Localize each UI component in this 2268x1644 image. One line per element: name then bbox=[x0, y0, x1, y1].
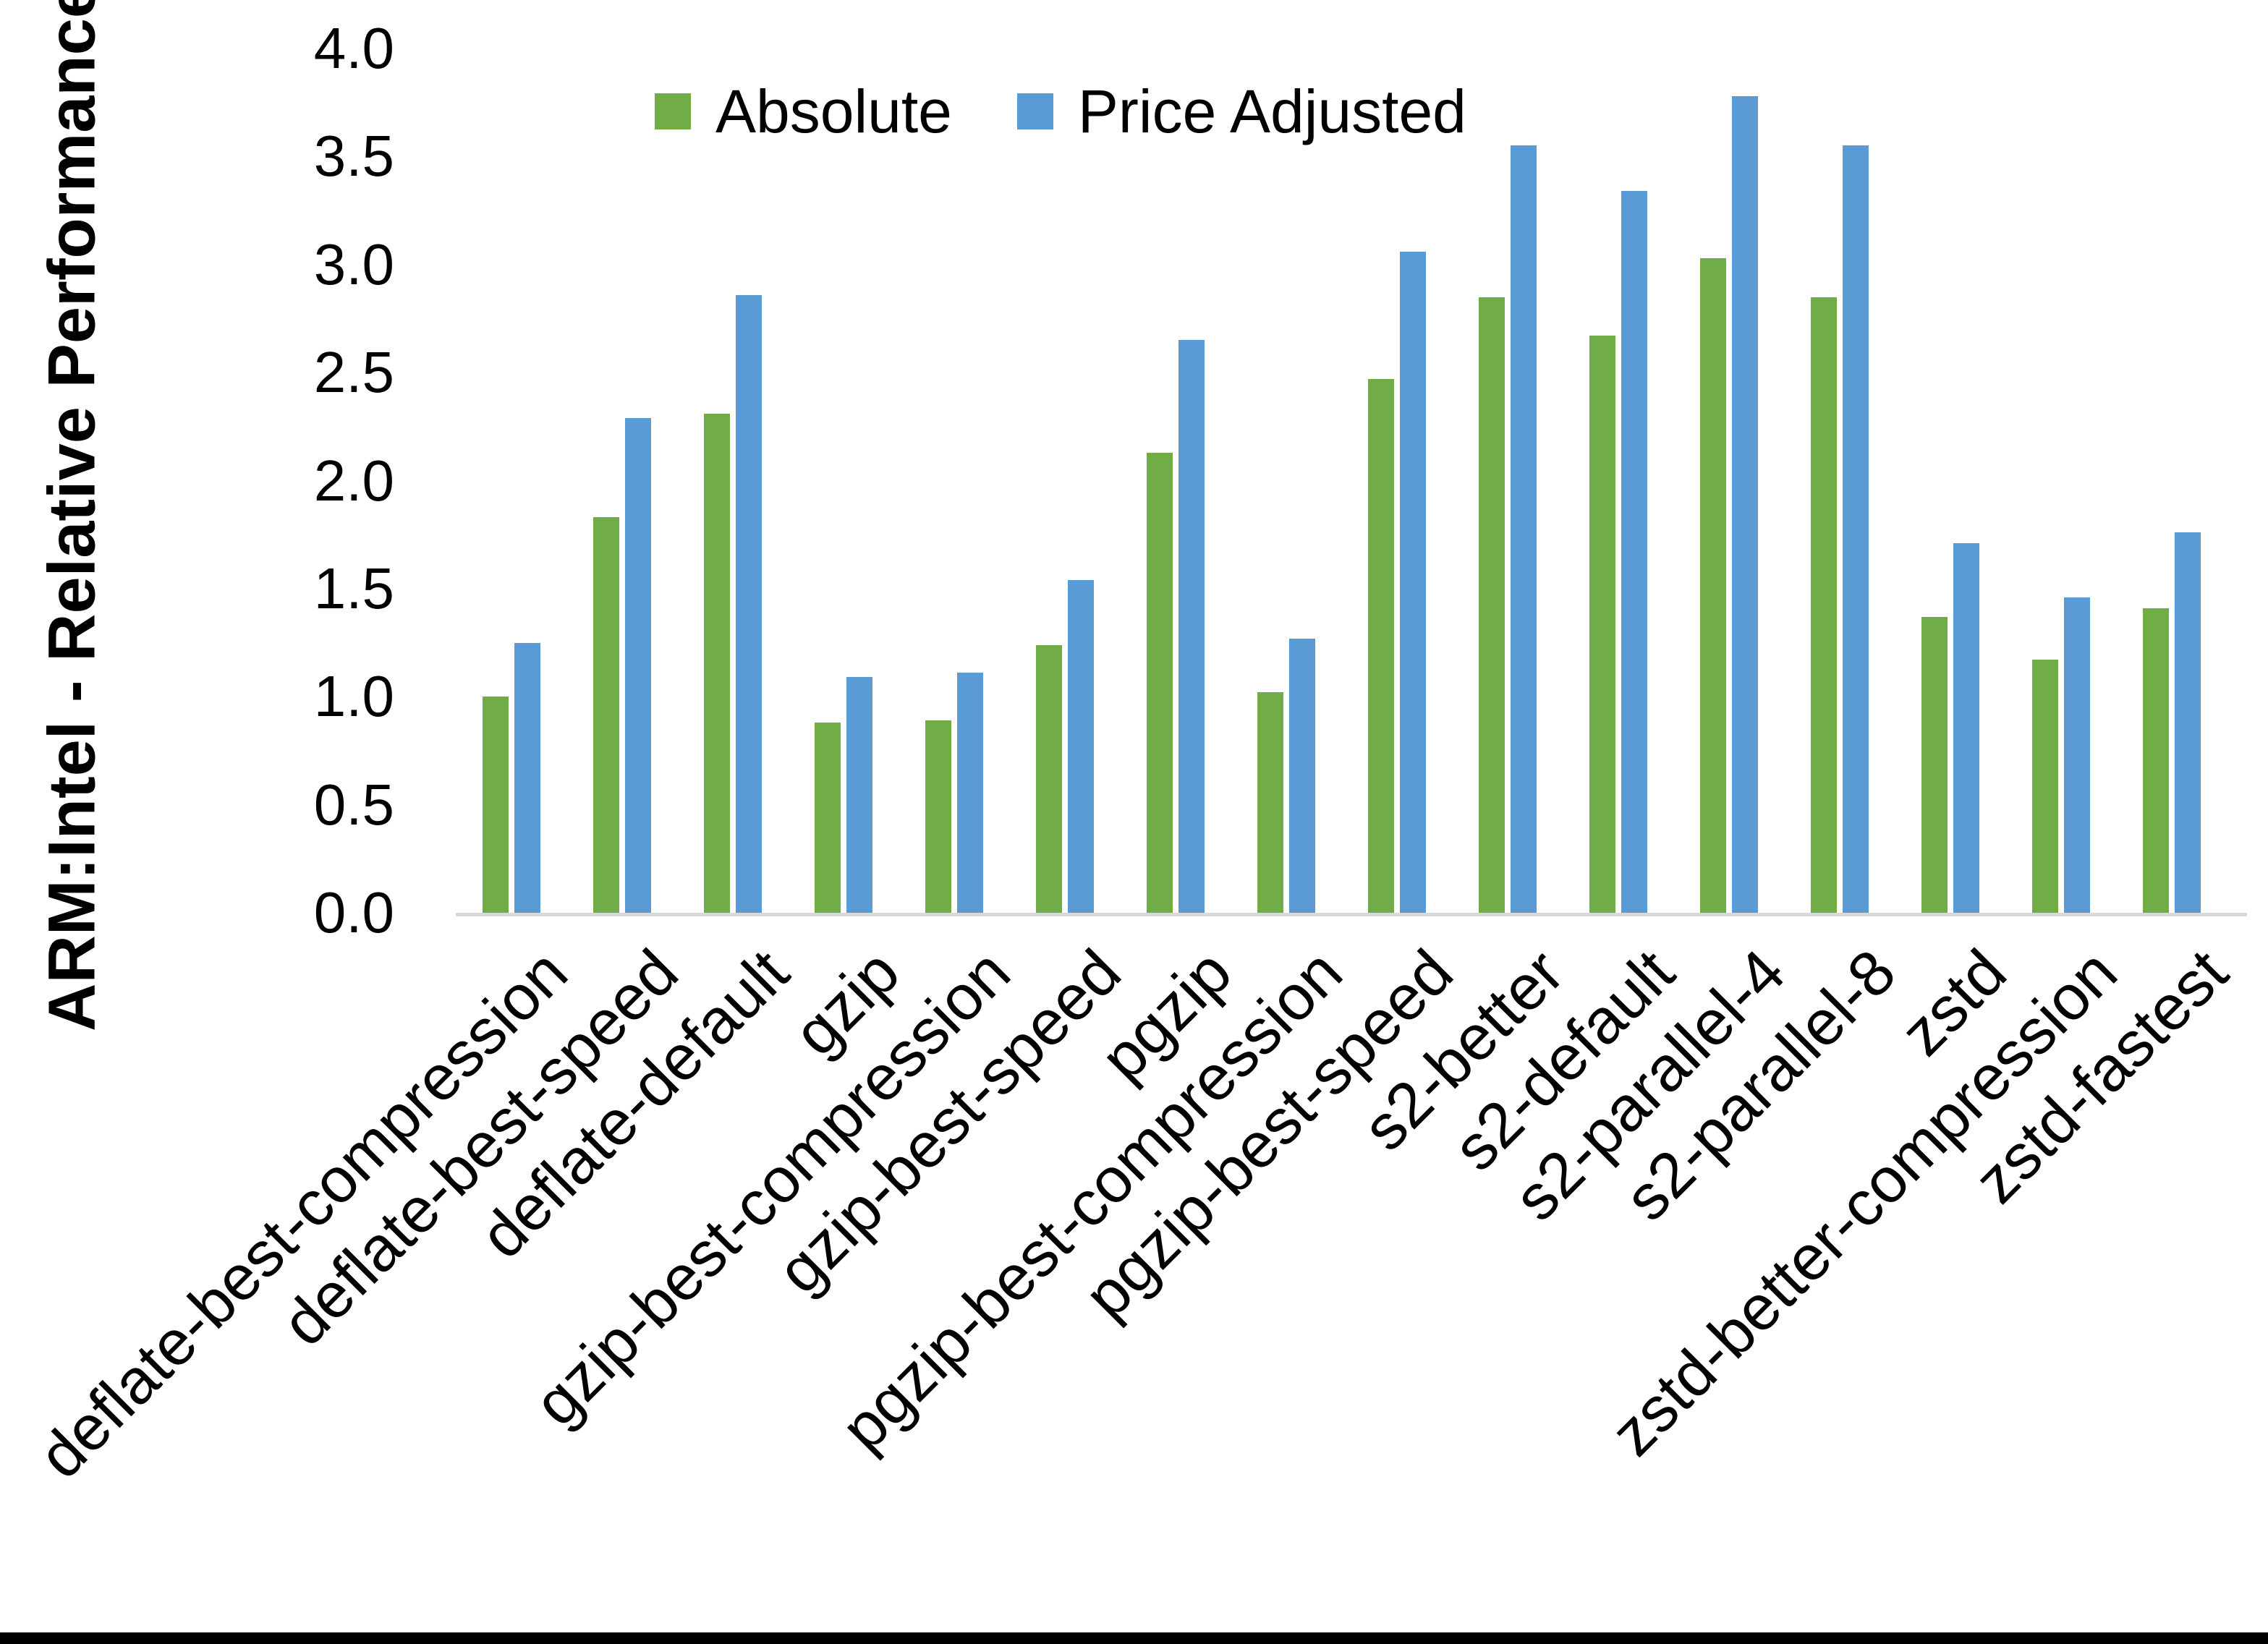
bar-price-adjusted-deflate-default bbox=[736, 295, 762, 913]
bar-absolute-gzip-best-compression bbox=[925, 720, 951, 913]
bar-absolute-deflate-best-speed bbox=[593, 517, 619, 913]
bar-price-adjusted-s2-default bbox=[1621, 191, 1647, 913]
legend-label-absolute: Absolute bbox=[715, 77, 952, 145]
bar-absolute-zstd-better-compression bbox=[2032, 660, 2058, 913]
bar-price-adjusted-s2-better bbox=[1511, 145, 1537, 913]
bar-price-adjusted-zstd-fastest bbox=[2175, 532, 2201, 913]
y-tick-label: 0.0 bbox=[313, 880, 394, 945]
bar-absolute-s2-default bbox=[1589, 336, 1615, 913]
y-tick-label: 0.5 bbox=[313, 772, 394, 837]
y-axis-title: ARM:Intel - Relative Performance bbox=[35, 0, 109, 1031]
bar-absolute-pgzip-best-compression bbox=[1257, 692, 1283, 913]
bar-absolute-gzip-best-speed bbox=[1036, 645, 1062, 913]
bar-price-adjusted-deflate-best-speed bbox=[625, 418, 651, 913]
bar-absolute-pgzip bbox=[1147, 453, 1173, 913]
y-tick-label: 3.5 bbox=[313, 124, 394, 189]
y-tick-label: 1.0 bbox=[313, 664, 394, 729]
bar-absolute-deflate-best-compression bbox=[483, 697, 509, 913]
bar-absolute-pgzip-best-speed bbox=[1368, 379, 1394, 913]
bar-absolute-zstd-fastest bbox=[2143, 608, 2169, 913]
y-tick-label: 2.5 bbox=[313, 340, 394, 405]
bar-price-adjusted-deflate-best-compression bbox=[514, 643, 540, 913]
bar-price-adjusted-pgzip bbox=[1178, 340, 1205, 913]
legend-item-absolute: Absolute bbox=[655, 81, 952, 142]
bar-price-adjusted-zstd bbox=[1953, 543, 1979, 913]
legend-swatch-absolute bbox=[655, 93, 691, 129]
bar-absolute-s2-better bbox=[1479, 297, 1505, 913]
bar-absolute-zstd bbox=[1921, 617, 1948, 913]
bottom-border bbox=[0, 1632, 2268, 1644]
legend-swatch-price-adjusted bbox=[1016, 93, 1053, 129]
legend-label-price-adjusted: Price Adjusted bbox=[1077, 77, 1466, 145]
bar-price-adjusted-gzip-best-compression bbox=[957, 673, 983, 913]
bar-price-adjusted-pgzip-best-compression bbox=[1289, 639, 1315, 913]
legend: Absolute Price Adjusted bbox=[655, 81, 1466, 142]
bar-price-adjusted-gzip-best-speed bbox=[1068, 580, 1094, 913]
x-axis-line bbox=[456, 913, 2247, 916]
bar-absolute-s2-parallel-8 bbox=[1811, 297, 1837, 913]
y-tick-label: 3.0 bbox=[313, 231, 394, 297]
y-tick-label: 4.0 bbox=[313, 16, 394, 80]
bar-price-adjusted-zstd-better-compression bbox=[2064, 597, 2090, 913]
bar-price-adjusted-s2-parallel-4 bbox=[1732, 96, 1758, 913]
bar-absolute-deflate-default bbox=[704, 414, 730, 913]
y-tick-label: 2.0 bbox=[313, 448, 394, 513]
bar-price-adjusted-gzip bbox=[846, 677, 872, 913]
y-tick-label: 1.5 bbox=[313, 555, 394, 621]
bar-absolute-s2-parallel-4 bbox=[1700, 258, 1726, 913]
bar-price-adjusted-pgzip-best-speed bbox=[1400, 252, 1426, 913]
legend-item-price-adjusted: Price Adjusted bbox=[1016, 77, 1466, 145]
bar-absolute-gzip bbox=[815, 723, 841, 913]
bar-price-adjusted-s2-parallel-8 bbox=[1843, 145, 1869, 913]
